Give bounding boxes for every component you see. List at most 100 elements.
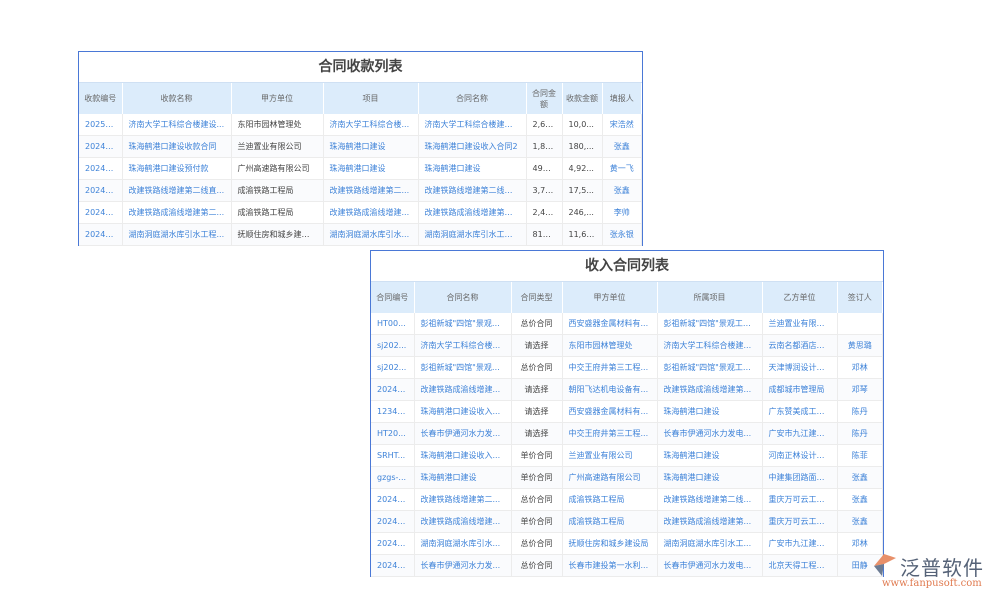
table-cell[interactable]: 重庆万可云工程...: [762, 510, 838, 533]
table-cell[interactable]: 20240...: [371, 554, 415, 577]
table-cell[interactable]: 改建铁路成渝线增建第...: [657, 510, 763, 533]
table-cell[interactable]: 成渝铁路工程局: [562, 510, 658, 533]
table-cell[interactable]: 202409...: [79, 201, 123, 224]
table-cell[interactable]: 河南正林设计工...: [762, 444, 838, 467]
table-cell[interactable]: 改建铁路成渝线增建...: [414, 510, 512, 533]
table-cell[interactable]: 张鑫: [837, 466, 883, 489]
table-row[interactable]: 20240... 改建铁路成渝线增建... 请选择 朝阳飞达机电设备有... 改建铁路成…: [371, 378, 883, 401]
table-cell[interactable]: 改建铁路成渝线增建...: [414, 378, 512, 401]
table-cell[interactable]: SRHT...: [371, 444, 415, 467]
table-cell[interactable]: 兰迪置业有限公司: [562, 444, 658, 467]
table-cell[interactable]: 改建铁路成渝线增建第...: [657, 378, 763, 401]
table-row[interactable]: 202408... 湖南洞庭湖水库引水工程... 抚顺住房和城乡建设局 湖南洞庭湖水库…: [79, 223, 642, 246]
table-cell[interactable]: 济南大学工科综合楼...: [323, 114, 419, 136]
table-row[interactable]: 202409... 改建铁路线增建第二线直... 成渝铁路工程局 改建铁路线增建第二.…: [79, 179, 642, 202]
table-cell[interactable]: 彭祖新城"四馆"景观工...: [414, 356, 512, 379]
table-cell[interactable]: 改建铁路线增建第二线直...: [122, 179, 232, 202]
table-cell[interactable]: 珠海鹤港口建设收款合同: [122, 135, 232, 158]
table-cell[interactable]: HT20...: [371, 422, 415, 445]
table-row[interactable]: HT00... 彭祖新城"四馆"景观工... 总价合同 西安盛器金属材料有... 彭祖新…: [371, 313, 883, 335]
table-cell[interactable]: 广州高速路有限公司: [562, 466, 658, 489]
table-cell[interactable]: 陈丹: [837, 422, 883, 445]
table-cell[interactable]: 济南大学工科综合楼...: [414, 334, 512, 357]
table-cell[interactable]: 成都城市管理局: [762, 378, 838, 401]
table-cell[interactable]: 改建铁路线增建第二...: [323, 179, 419, 202]
table-cell[interactable]: 中建集团路面工...: [762, 466, 838, 489]
table-row[interactable]: 20240... 长春市伊通河水力发... 总价合同 长春市建投第一水利... 长春市伊…: [371, 554, 883, 577]
table-cell[interactable]: 珠海鹤港口建设: [323, 135, 419, 158]
table-cell[interactable]: 珠海鹤港口建设: [323, 157, 419, 180]
table-cell[interactable]: 张鑫: [602, 135, 642, 158]
table-row[interactable]: 12345... 珠海鹤港口建设收入... 请选择 西安盛器金属材料有... 珠海鹤港口…: [371, 400, 883, 423]
table-cell[interactable]: sj202...: [371, 356, 415, 379]
table-cell[interactable]: 202409...: [79, 179, 123, 202]
table-row[interactable]: 20240... 湖南洞庭湖水库引水... 总价合同 抚顺住房和城乡建设局 湖南洞庭湖水…: [371, 532, 883, 555]
table-row[interactable]: 20240... 改建铁路成渝线增建... 单价合同 成渝铁路工程局 改建铁路成渝线增建…: [371, 510, 883, 533]
table-row[interactable]: 202408... 珠海鹤港口建设预付款 广州高速路有限公司 珠海鹤港口建设 珠海鹤港口…: [79, 157, 642, 180]
table-cell[interactable]: 云南名都酒店管...: [762, 334, 838, 357]
table-cell[interactable]: 西安盛器金属材料有...: [562, 313, 658, 335]
table-cell[interactable]: 改建铁路成渝线增建第二...: [122, 201, 232, 224]
table-cell[interactable]: 长春市伊通河水力发电...: [657, 554, 763, 577]
table-cell[interactable]: 12345...: [371, 400, 415, 423]
table-cell[interactable]: 20240...: [371, 488, 415, 511]
table-row[interactable]: 202409... 改建铁路成渝线增建第二... 成渝铁路工程局 改建铁路成渝线增建.…: [79, 201, 642, 224]
table-cell[interactable]: 珠海鹤港口建设收入合同2: [418, 135, 527, 158]
table-cell[interactable]: 张鑫: [837, 510, 883, 533]
table-cell[interactable]: 湖南洞庭湖水库引水工程...: [418, 223, 527, 246]
table-cell[interactable]: 20240...: [371, 378, 415, 401]
table-cell[interactable]: [837, 313, 883, 335]
table-row[interactable]: sj202... 彭祖新城"四馆"景观工... 总价合同 中交王府井第三工程... 彭祖…: [371, 356, 883, 379]
table-cell[interactable]: sj202...: [371, 334, 415, 357]
table-cell[interactable]: 东阳市园林管理处: [562, 334, 658, 357]
table-cell[interactable]: 济南大学工科综合楼建设...: [418, 114, 527, 136]
table-cell[interactable]: 长春市建投第一水利...: [562, 554, 658, 577]
table-cell[interactable]: 彭祖新城"四馆"景观工程...: [657, 313, 763, 335]
table-cell[interactable]: 朝阳飞达机电设备有...: [562, 378, 658, 401]
table-cell[interactable]: 抚顺住房和城乡建设局: [562, 532, 658, 555]
table-cell[interactable]: 广安市九江建设...: [762, 532, 838, 555]
table-cell[interactable]: 珠海鹤港口建设: [657, 466, 763, 489]
table-cell[interactable]: 重庆万可云工程...: [762, 488, 838, 511]
table-cell[interactable]: 202408...: [79, 223, 123, 246]
table-cell[interactable]: 李帅: [602, 201, 642, 224]
table-cell[interactable]: 改建铁路线增建第二...: [414, 488, 512, 511]
table-cell[interactable]: 天津博润设计管...: [762, 356, 838, 379]
table-cell[interactable]: 202411...: [79, 135, 123, 158]
table-cell[interactable]: 湖南洞庭湖水库引水工...: [657, 532, 763, 555]
table-cell[interactable]: 长春市伊通河水力发...: [414, 422, 512, 445]
table-cell[interactable]: 202408...: [79, 157, 123, 180]
table-cell[interactable]: 珠海鹤港口建设收入...: [414, 400, 512, 423]
table-cell[interactable]: 改建铁路线增建第二线...: [657, 488, 763, 511]
table-cell[interactable]: 改建铁路线增建第二线直...: [418, 179, 527, 202]
table-cell[interactable]: 改建铁路成渝线增建第二...: [418, 201, 527, 224]
table-cell[interactable]: 济南大学工科综合楼建设...: [122, 114, 232, 136]
table-row[interactable]: 202502... 济南大学工科综合楼建设... 东阳市园林管理处 济南大学工科综合楼…: [79, 114, 642, 136]
table-cell[interactable]: 中交王府井第三工程...: [562, 422, 658, 445]
table-row[interactable]: gzgs-... 珠海鹤港口建设 单价合同 广州高速路有限公司 珠海鹤港口建设 中建集团路…: [371, 466, 883, 489]
table-row[interactable]: 20240... 改建铁路线增建第二... 总价合同 成渝铁路工程局 改建铁路线增建第二…: [371, 488, 883, 511]
table-cell[interactable]: 兰迪置业有限公司: [762, 313, 838, 335]
table-cell[interactable]: 邓林: [837, 356, 883, 379]
table-cell[interactable]: 20240...: [371, 532, 415, 555]
table-cell[interactable]: 田静: [837, 554, 883, 577]
table-row[interactable]: HT20... 长春市伊通河水力发... 请选择 中交王府井第三工程... 长春市伊通河…: [371, 422, 883, 445]
table-cell[interactable]: 珠海鹤港口建设: [657, 444, 763, 467]
table-row[interactable]: sj202... 济南大学工科综合楼... 请选择 东阳市园林管理处 济南大学工科综合楼…: [371, 334, 883, 357]
table-cell[interactable]: 广安市九江建设...: [762, 422, 838, 445]
table-cell[interactable]: 济南大学工科综合楼建...: [657, 334, 763, 357]
table-cell[interactable]: 张鑫: [837, 488, 883, 511]
table-cell[interactable]: 湖南洞庭湖水库引水...: [414, 532, 512, 555]
table-cell[interactable]: 彭祖新城"四馆"景观工程...: [657, 356, 763, 379]
table-cell[interactable]: 湖南洞庭湖水库引水工程...: [122, 223, 232, 246]
table-cell[interactable]: 西安盛器金属材料有...: [562, 400, 658, 423]
table-cell[interactable]: 珠海鹤港口建设: [657, 400, 763, 423]
table-cell[interactable]: 彭祖新城"四馆"景观工...: [414, 313, 512, 335]
table-cell[interactable]: 20240...: [371, 510, 415, 533]
table-cell[interactable]: 成渝铁路工程局: [562, 488, 658, 511]
table-cell[interactable]: gzgs-...: [371, 466, 415, 489]
table-row[interactable]: SRHT... 珠海鹤港口建设收入... 单价合同 兰迪置业有限公司 珠海鹤港口建设 河南…: [371, 444, 883, 467]
table-cell[interactable]: 长春市伊通河水力发电...: [657, 422, 763, 445]
table-cell[interactable]: HT00...: [371, 313, 415, 335]
table-cell[interactable]: 张永银: [602, 223, 642, 246]
